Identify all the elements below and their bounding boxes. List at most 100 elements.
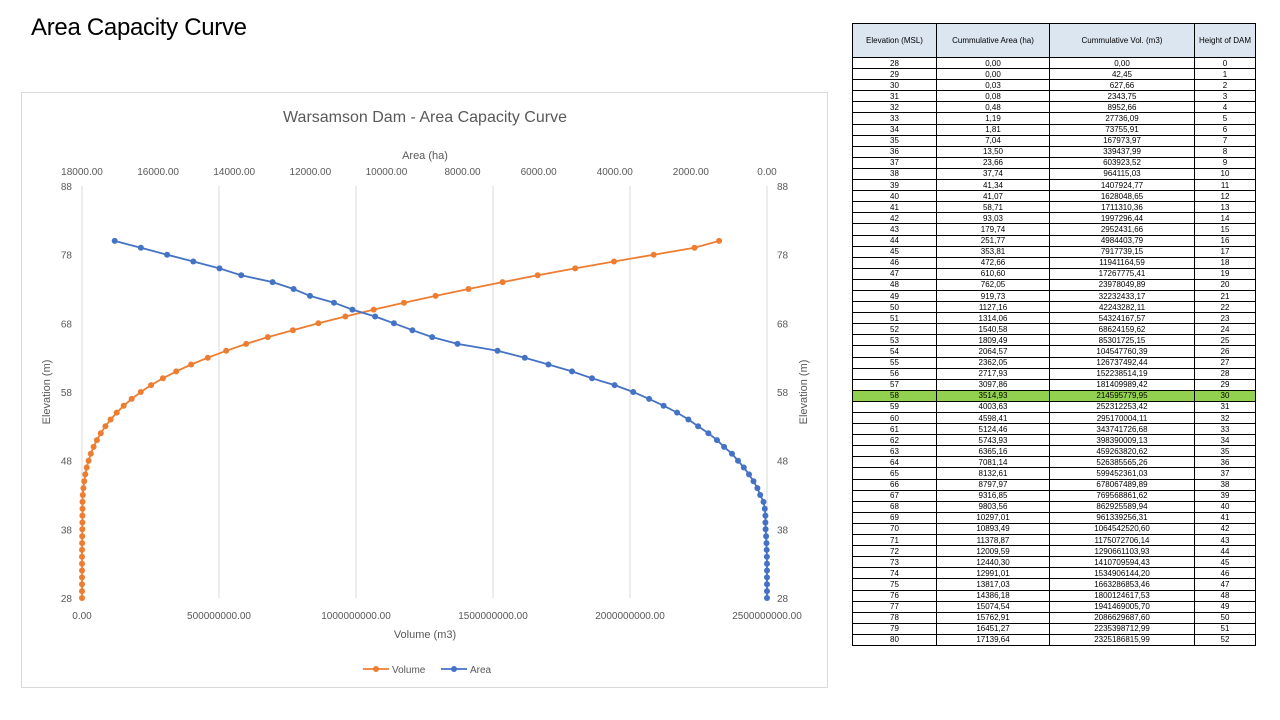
table-row: 31 0,08 2343,75 3 (852, 90, 1256, 103)
cell-volume: 2343,75 (1049, 90, 1195, 103)
table-header-row: Elevation (MSL) Cummulative Area (ha) Cu… (852, 23, 1256, 58)
cell-elevation: 64 (852, 456, 937, 469)
legend-volume-label: Volume (392, 665, 426, 676)
area-series-point (545, 361, 552, 368)
volume-series-point (79, 492, 86, 498)
cell-volume: 32232433,17 (1049, 289, 1195, 303)
cell-area: 11378,87 (936, 534, 1050, 547)
cell-height: 40 (1194, 500, 1256, 513)
legend-area-marker (451, 666, 457, 672)
cell-height: 41 (1194, 511, 1256, 524)
area-series-point (646, 395, 653, 402)
volume-series-point (79, 560, 85, 567)
cell-elevation: 60 (852, 411, 937, 425)
cell-volume: 2235398712,99 (1049, 622, 1195, 635)
area-series-point (307, 292, 313, 299)
cell-area: 10297,01 (936, 511, 1050, 524)
cell-height: 35 (1194, 445, 1256, 458)
cell-volume: 1410709594,43 (1049, 556, 1195, 569)
volume-series-point (148, 382, 155, 389)
volume-series-point (79, 533, 86, 540)
cell-area: 0,00 (936, 68, 1050, 81)
cell-volume: 126737492,44 (1049, 356, 1195, 369)
cell-elevation: 63 (852, 445, 937, 458)
cell-elevation: 80 (852, 633, 937, 646)
cell-elevation: 55 (852, 356, 937, 369)
table-row: 64 7081,14 526385565,26 36 (852, 456, 1256, 469)
volume-series-point (79, 588, 85, 595)
cell-height: 28 (1194, 367, 1256, 380)
volume-series-point (691, 244, 698, 251)
cell-volume: 769568861,62 (1049, 489, 1195, 502)
cell-area: 4003,63 (936, 400, 1050, 414)
table-row: 43 179,74 2952431,66 15 (852, 223, 1256, 236)
cell-area: 8132,61 (936, 467, 1050, 480)
volume-series-point (79, 505, 86, 512)
cell-height: 25 (1194, 334, 1256, 347)
volume-series-point (315, 320, 322, 327)
cell-elevation: 71 (852, 534, 937, 547)
cell-height: 17 (1194, 245, 1256, 258)
table-row: 78 15762,91 2086629687,60 50 (852, 611, 1256, 624)
table-row: 33 1,19 27736,09 5 (852, 112, 1256, 125)
volume-series-point (243, 340, 250, 347)
volume-series-point (432, 292, 439, 299)
x-top-tick-label: 14000.00 (213, 167, 255, 178)
cell-area: 23,66 (936, 156, 1050, 169)
cell-volume: 4984403,79 (1049, 234, 1195, 247)
cell-elevation: 51 (852, 312, 937, 325)
cell-volume: 1800124617,53 (1049, 589, 1195, 602)
area-series-point (429, 334, 436, 341)
cell-volume: 23978049,89 (1049, 278, 1195, 291)
cell-area: 1314,06 (936, 312, 1050, 325)
volume-series-point (611, 258, 617, 265)
y-left-tick-label: 68 (61, 319, 73, 330)
area-series-point (454, 340, 461, 347)
cell-area: 14386,18 (936, 589, 1050, 602)
table-row: 70 10893,49 1064542520,60 42 (852, 522, 1256, 536)
cell-area: 179,74 (936, 223, 1050, 236)
area-series-point (164, 251, 171, 258)
cell-volume: 85301725,15 (1049, 334, 1195, 347)
y-left-tick-label: 28 (61, 594, 73, 605)
table-row: 36 13,50 339437,99 8 (852, 145, 1256, 158)
page-title: Area Capacity Curve (31, 14, 247, 41)
cell-elevation: 39 (852, 179, 937, 192)
cell-height: 20 (1194, 278, 1256, 291)
cell-height: 7 (1194, 134, 1256, 147)
x-top-tick-label: 4000.00 (597, 167, 634, 178)
volume-series-point (93, 437, 100, 444)
table-row: 60 4598,41 295170004,11 32 (852, 411, 1256, 425)
cell-volume: 27736,09 (1049, 112, 1195, 125)
x-bottom-tick-label: 2000000000.00 (595, 611, 665, 622)
cell-volume: 2952431,66 (1049, 223, 1195, 236)
cell-area: 15074,54 (936, 600, 1050, 613)
volume-series-point (401, 299, 407, 306)
area-series-point (630, 389, 637, 395)
cell-elevation: 36 (852, 145, 937, 158)
cell-elevation: 74 (852, 567, 937, 580)
area-series-point (331, 299, 337, 306)
area-series-point (349, 306, 356, 313)
cell-volume: 599452361,03 (1049, 467, 1195, 480)
x-top-tick-label: 2000.00 (673, 167, 710, 178)
table-row: 79 16451,27 2235398712,99 51 (852, 622, 1256, 635)
cell-area: 5124,46 (936, 423, 1050, 436)
table-row: 28 0,00 0,00 0 (852, 56, 1256, 70)
cell-area: 0,00 (936, 56, 1050, 70)
cell-area: 13,50 (936, 145, 1050, 158)
cell-volume: 1711310,36 (1049, 201, 1195, 214)
cell-height: 33 (1194, 423, 1256, 436)
cell-area: 12440,30 (936, 556, 1050, 569)
x-top-tick-label: 6000.00 (521, 167, 558, 178)
volume-series-point (102, 423, 109, 430)
cell-height: 38 (1194, 478, 1256, 491)
cell-elevation: 59 (852, 400, 937, 414)
cell-height: 29 (1194, 378, 1256, 391)
area-series-point (764, 595, 770, 601)
table-row: 56 2717,93 152238514,19 28 (852, 367, 1256, 380)
volume-series-point (113, 409, 120, 416)
volume-series-point (289, 327, 296, 334)
cell-height: 43 (1194, 534, 1256, 547)
cell-height: 18 (1194, 256, 1256, 269)
